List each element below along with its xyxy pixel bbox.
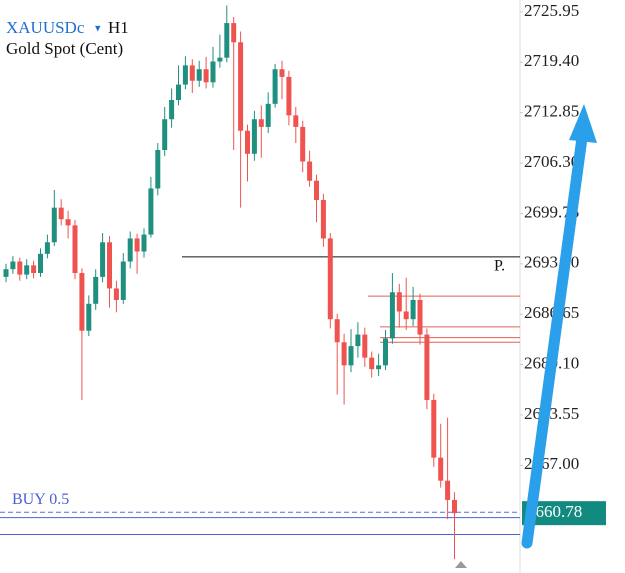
candle-body — [210, 61, 216, 83]
candle-body — [113, 288, 119, 300]
candle-body — [286, 76, 292, 116]
candle-body — [438, 457, 444, 481]
candle-body — [431, 399, 437, 458]
candle-body — [300, 126, 306, 162]
candle-body — [348, 346, 354, 366]
candle-body — [417, 299, 423, 335]
y-tick-label: 2725.95 — [524, 1, 579, 20]
candle-body — [293, 115, 299, 127]
candle-body — [403, 311, 409, 320]
y-tick-label: 2699.75 — [524, 202, 579, 221]
candle-body — [3, 269, 9, 277]
candle-body — [238, 42, 244, 131]
annotation-arrow — [521, 104, 597, 549]
candle-body — [134, 238, 140, 252]
symbol-dropdown[interactable]: ▾ — [95, 23, 101, 35]
candle-body — [31, 265, 37, 274]
candle-body — [162, 119, 168, 150]
candle-body — [189, 65, 195, 81]
y-tick-label: 2712.85 — [524, 102, 579, 121]
candle-body — [314, 180, 319, 200]
candle-body — [279, 69, 285, 77]
candle-body — [196, 69, 202, 81]
y-tick-label: 2686.65 — [524, 303, 579, 322]
candle-body — [169, 99, 175, 120]
candle-body — [24, 265, 30, 275]
last-price-label: 2660.78 — [527, 502, 582, 521]
candle-body — [38, 253, 43, 274]
level-label: BUY 0.5 — [12, 491, 69, 508]
candle-body — [362, 334, 368, 358]
candle-body — [389, 292, 395, 339]
candle-body — [44, 242, 50, 254]
candle-body — [224, 23, 230, 58]
candle-body — [320, 199, 326, 239]
candle-body — [355, 334, 361, 347]
candle-body — [148, 188, 154, 235]
candle-body — [410, 299, 416, 320]
candle-body — [369, 357, 375, 370]
candle-body — [65, 219, 71, 226]
y-tick-label: 2706.30 — [524, 152, 579, 171]
candle-body — [107, 242, 112, 289]
candle-body — [376, 365, 382, 370]
candle-body — [452, 499, 457, 514]
level-label: P. — [494, 258, 505, 275]
candle-body — [217, 57, 223, 62]
candle-body — [327, 238, 333, 320]
candle-body — [51, 207, 57, 243]
candle-body — [341, 342, 347, 366]
candle-body — [334, 319, 340, 343]
candle-body — [231, 23, 237, 43]
candle-body — [155, 149, 161, 189]
current-candle-marker — [455, 561, 467, 568]
candle-body — [251, 119, 257, 154]
candle-body — [100, 242, 106, 277]
candle-body — [424, 334, 430, 400]
candle-body — [176, 84, 181, 100]
candle-body — [58, 207, 64, 220]
subtitle: Gold Spot (Cent) — [6, 39, 123, 58]
candle-body — [182, 65, 188, 85]
candle-body — [141, 234, 147, 252]
candle-body — [245, 130, 250, 154]
candle-body — [86, 303, 92, 331]
candle-body — [258, 119, 264, 127]
candle-body — [93, 276, 99, 304]
candle-body — [10, 261, 16, 270]
candle-body — [203, 69, 209, 83]
y-tick-label: 2673.55 — [524, 404, 579, 423]
candle-body — [120, 261, 126, 300]
candle-body — [383, 338, 388, 366]
candle-body — [265, 103, 271, 127]
candle-body — [17, 261, 23, 275]
timeframe: H1 — [108, 18, 129, 37]
y-tick-label: 2719.40 — [524, 51, 579, 70]
candle-body — [72, 225, 78, 274]
candle-body — [272, 69, 278, 104]
symbol: XAUUSDc — [6, 18, 85, 37]
candle-body — [396, 292, 402, 312]
candle-body — [79, 273, 85, 331]
candle-body — [307, 161, 313, 181]
candle-body — [445, 480, 451, 500]
candle-body — [127, 238, 133, 262]
